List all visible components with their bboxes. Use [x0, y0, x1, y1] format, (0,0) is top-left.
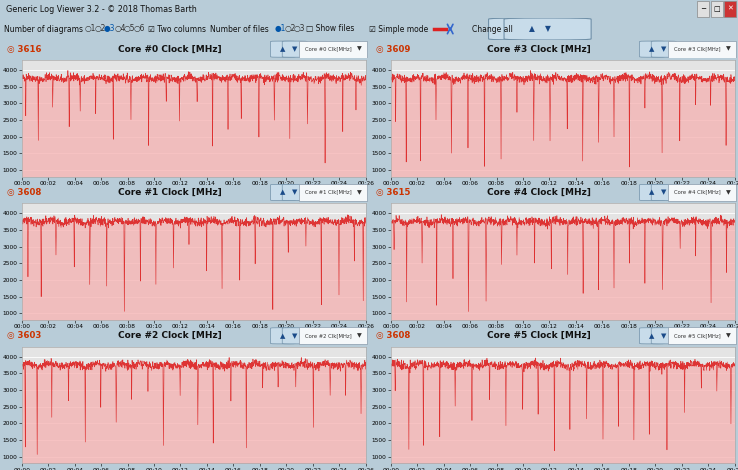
- Text: ☑ Simple mode: ☑ Simple mode: [369, 24, 428, 33]
- FancyBboxPatch shape: [504, 18, 591, 40]
- Text: Core #3 Clock [MHz]: Core #3 Clock [MHz]: [487, 45, 590, 54]
- Text: ▼: ▼: [661, 189, 666, 196]
- Text: ○3: ○3: [294, 24, 306, 33]
- Text: ●3: ●3: [104, 24, 116, 33]
- Text: ◎ 3608: ◎ 3608: [376, 331, 410, 340]
- FancyBboxPatch shape: [282, 184, 307, 201]
- FancyBboxPatch shape: [668, 328, 736, 344]
- Text: ▲: ▲: [280, 189, 286, 196]
- Text: ▲: ▲: [649, 46, 655, 52]
- FancyBboxPatch shape: [697, 1, 709, 17]
- Text: ◎ 3603: ◎ 3603: [7, 331, 41, 340]
- Text: ▼: ▼: [726, 190, 731, 195]
- Text: ▼: ▼: [545, 24, 551, 33]
- FancyBboxPatch shape: [668, 184, 736, 201]
- FancyBboxPatch shape: [271, 184, 295, 201]
- Text: ▼: ▼: [726, 333, 731, 338]
- Text: ▼: ▼: [357, 47, 362, 52]
- Text: ▼: ▼: [661, 46, 666, 52]
- FancyBboxPatch shape: [299, 328, 367, 344]
- FancyBboxPatch shape: [651, 41, 676, 57]
- Text: ▲: ▲: [280, 333, 286, 339]
- Text: ◎ 3608: ◎ 3608: [7, 188, 41, 197]
- Text: Core #0 Clock [MHz]: Core #0 Clock [MHz]: [118, 45, 221, 54]
- FancyBboxPatch shape: [711, 1, 723, 17]
- FancyBboxPatch shape: [271, 41, 295, 57]
- Text: ▼: ▼: [357, 333, 362, 338]
- Text: ▼: ▼: [661, 333, 666, 339]
- FancyBboxPatch shape: [640, 184, 664, 201]
- FancyBboxPatch shape: [724, 1, 736, 17]
- FancyBboxPatch shape: [651, 328, 676, 344]
- Text: Number of diagrams: Number of diagrams: [4, 24, 83, 33]
- Text: ○6: ○6: [134, 24, 145, 33]
- Text: Core #5 Clock [MHz]: Core #5 Clock [MHz]: [487, 331, 590, 340]
- Text: ●1: ●1: [275, 24, 286, 33]
- Text: Core #3 Clk[MHz]: Core #3 Clk[MHz]: [674, 46, 720, 51]
- Text: Change all: Change all: [472, 24, 513, 33]
- Text: □: □: [714, 6, 720, 12]
- Text: ▼: ▼: [292, 189, 297, 196]
- Text: ○5: ○5: [124, 24, 136, 33]
- Text: Core #4 Clk[MHz]: Core #4 Clk[MHz]: [674, 189, 720, 195]
- Text: Core #1 Clk[MHz]: Core #1 Clk[MHz]: [305, 189, 351, 195]
- Text: Number of files: Number of files: [210, 24, 269, 33]
- FancyBboxPatch shape: [651, 184, 676, 201]
- Text: ▼: ▼: [726, 47, 731, 52]
- FancyBboxPatch shape: [282, 41, 307, 57]
- Text: ─: ─: [701, 6, 706, 12]
- FancyBboxPatch shape: [299, 184, 367, 201]
- Text: ○2: ○2: [284, 24, 295, 33]
- Text: ▲: ▲: [649, 333, 655, 339]
- Text: Generic Log Viewer 3.2 - © 2018 Thomas Barth: Generic Log Viewer 3.2 - © 2018 Thomas B…: [6, 5, 196, 15]
- Text: ✕: ✕: [727, 6, 733, 12]
- Text: ◎ 3615: ◎ 3615: [376, 188, 410, 197]
- Text: ○1: ○1: [85, 24, 96, 33]
- FancyBboxPatch shape: [640, 328, 664, 344]
- Text: ▲: ▲: [649, 189, 655, 196]
- Text: □ Show files: □ Show files: [306, 24, 355, 33]
- Text: ▲: ▲: [280, 46, 286, 52]
- Text: ▼: ▼: [292, 46, 297, 52]
- Text: ▼: ▼: [292, 333, 297, 339]
- Text: Core #4 Clock [MHz]: Core #4 Clock [MHz]: [487, 188, 591, 197]
- Text: Core #2 Clk[MHz]: Core #2 Clk[MHz]: [305, 333, 351, 338]
- Text: ○4: ○4: [114, 24, 126, 33]
- FancyBboxPatch shape: [299, 41, 367, 57]
- Text: Core #1 Clock [MHz]: Core #1 Clock [MHz]: [118, 188, 221, 197]
- FancyBboxPatch shape: [640, 41, 664, 57]
- FancyBboxPatch shape: [271, 328, 295, 344]
- Text: ◎ 3609: ◎ 3609: [376, 45, 410, 54]
- Text: ▼: ▼: [357, 190, 362, 195]
- Text: ☑ Two columns: ☑ Two columns: [148, 24, 206, 33]
- Text: Core #0 Clk[MHz]: Core #0 Clk[MHz]: [305, 46, 351, 51]
- FancyBboxPatch shape: [282, 328, 307, 344]
- Text: ◎ 3616: ◎ 3616: [7, 45, 41, 54]
- Text: ▲: ▲: [529, 24, 535, 33]
- Text: Core #2 Clock [MHz]: Core #2 Clock [MHz]: [118, 331, 221, 340]
- FancyBboxPatch shape: [668, 41, 736, 57]
- FancyBboxPatch shape: [489, 18, 576, 40]
- Text: ○2: ○2: [94, 24, 106, 33]
- Text: Core #5 Clk[MHz]: Core #5 Clk[MHz]: [674, 333, 720, 338]
